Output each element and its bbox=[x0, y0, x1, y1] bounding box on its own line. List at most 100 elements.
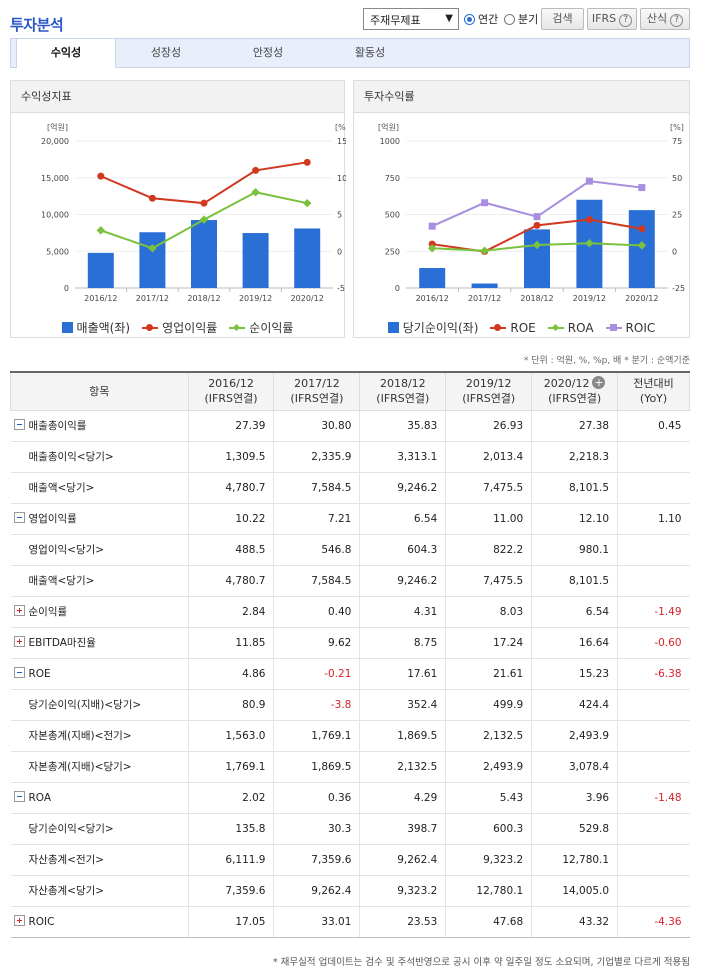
value-cell: 529.8 bbox=[531, 813, 618, 845]
header-period: 2020/12 + (IFRS연결) bbox=[531, 371, 619, 411]
value-cell: 2,335.9 bbox=[273, 441, 360, 473]
search-button[interactable]: 검색 bbox=[541, 8, 584, 30]
x-tick-label: 2016/12 bbox=[84, 294, 117, 303]
value-cell: 2,493.9 bbox=[531, 720, 618, 752]
line-point bbox=[585, 239, 594, 248]
table-row: 당기순이익(지배)<당기> 80.9 -3.8 352.4 499.9 424.4 bbox=[10, 689, 690, 721]
row-label-cell[interactable]: 매출총이익률 bbox=[10, 410, 189, 442]
tab-profitability[interactable]: 수익성 bbox=[16, 38, 116, 68]
row-label: EBITDA마진율 bbox=[28, 637, 96, 649]
value-cell: 1,869.5 bbox=[359, 720, 446, 752]
collapse-icon[interactable] bbox=[13, 791, 25, 802]
tab-stability[interactable]: 안정성 bbox=[252, 46, 284, 59]
top-bar: 투자분석 주재무제표 ▼ 연간 분기 검색 IFRS? 산식? bbox=[0, 0, 704, 40]
line-point bbox=[148, 244, 157, 253]
legend-item[interactable]: 영업이익률 bbox=[142, 319, 217, 336]
y-right-tick: 5 bbox=[337, 211, 342, 220]
y-left-tick: 500 bbox=[385, 211, 400, 220]
yoy-cell bbox=[617, 875, 690, 907]
y-left-tick: 1000 bbox=[380, 137, 400, 146]
collapse-icon[interactable] bbox=[13, 667, 25, 678]
help-icon: ? bbox=[670, 14, 684, 27]
value-cell: 546.8 bbox=[273, 534, 360, 566]
value-cell: 499.9 bbox=[445, 689, 532, 721]
chart-legend: 당기순이익(좌) ROE ROA ROIC bbox=[354, 319, 689, 336]
row-label-cell: 매출총이익<당기> bbox=[10, 441, 189, 473]
legend-item[interactable]: 순이익률 bbox=[229, 319, 293, 336]
statement-select[interactable]: 주재무제표 ▼ bbox=[363, 8, 459, 30]
header-period: 2019/12 (IFRS연결) bbox=[445, 371, 533, 411]
formula-label: 산식 bbox=[646, 12, 668, 25]
legend-item[interactable]: ROIC bbox=[605, 319, 655, 336]
x-tick-label: 2020/12 bbox=[625, 294, 658, 303]
x-tick-label: 2020/12 bbox=[291, 294, 324, 303]
radio-annual[interactable]: 연간 bbox=[464, 11, 498, 27]
table-row: 매출액<당기> 4,780.7 7,584.5 9,246.2 7,475.5 8,101… bbox=[10, 472, 690, 504]
x-tick-label: 2017/12 bbox=[136, 294, 169, 303]
value-cell: 1,869.5 bbox=[273, 751, 360, 783]
bar bbox=[139, 232, 166, 288]
row-label: 자본총계(지배)<당기> bbox=[28, 761, 132, 773]
legend-item[interactable]: 당기순이익(좌) bbox=[387, 319, 478, 336]
line-point bbox=[428, 222, 436, 230]
legend-swatch-icon bbox=[547, 323, 564, 333]
row-label: 영업이익률 bbox=[28, 513, 77, 525]
tab-activity[interactable]: 활동성 bbox=[354, 46, 386, 59]
ifrs-label: IFRS bbox=[591, 12, 617, 25]
row-label: 당기순이익<당기> bbox=[28, 823, 114, 835]
tab-growth[interactable]: 성장성 bbox=[150, 46, 182, 59]
period-label: 2016/12 bbox=[208, 377, 254, 391]
row-label: 매출액<당기> bbox=[28, 575, 95, 587]
expand-icon[interactable] bbox=[13, 915, 25, 926]
y-right-tick: 0 bbox=[672, 247, 677, 256]
ifrs-help-button[interactable]: IFRS? bbox=[587, 8, 637, 30]
value-cell: 14,005.0 bbox=[531, 875, 618, 907]
row-label-cell[interactable]: 순이익률 bbox=[10, 596, 189, 628]
y-left-tick: 0 bbox=[395, 284, 400, 293]
expand-icon[interactable] bbox=[13, 605, 25, 616]
collapse-icon[interactable] bbox=[13, 419, 25, 430]
value-cell: 604.3 bbox=[359, 534, 446, 566]
collapse-icon[interactable] bbox=[13, 512, 25, 523]
period-label: 2019/12 bbox=[465, 377, 512, 391]
line-point bbox=[199, 215, 209, 224]
row-label-cell[interactable]: ROA bbox=[10, 782, 189, 814]
value-cell: 12,780.1 bbox=[445, 875, 532, 907]
legend-item[interactable]: ROA bbox=[547, 319, 594, 336]
profitability-chart: [억원] [%] 20,000 15 15,000 10 10,000 5 5,000 0 0 -5 2… bbox=[41, 122, 346, 303]
radio-quarter[interactable]: 분기 bbox=[504, 11, 538, 27]
row-label-cell[interactable]: EBITDA마진율 bbox=[10, 627, 189, 659]
yoy-cell bbox=[617, 534, 690, 566]
y-right-tick: 75 bbox=[672, 137, 682, 146]
value-cell: 9,262.4 bbox=[359, 844, 446, 876]
legend-item[interactable]: 매출액(좌) bbox=[61, 319, 130, 336]
value-cell: 17.61 bbox=[359, 658, 446, 690]
bar bbox=[294, 228, 321, 288]
value-cell: 8,101.5 bbox=[531, 472, 618, 504]
value-cell: 6,111.9 bbox=[187, 844, 274, 876]
row-label: ROE bbox=[28, 668, 51, 680]
value-cell: 15.23 bbox=[531, 658, 618, 690]
yoy-cell bbox=[617, 689, 690, 721]
legend-item[interactable]: ROE bbox=[490, 319, 536, 336]
header-period: 2018/12 (IFRS연결) bbox=[359, 371, 447, 411]
value-cell: 3.96 bbox=[531, 782, 618, 814]
y-left-tick: 0 bbox=[64, 284, 69, 293]
value-cell: 30.80 bbox=[273, 410, 360, 442]
y-right-tick: -5 bbox=[337, 284, 345, 293]
expand-icon[interactable] bbox=[13, 636, 25, 647]
formula-help-button[interactable]: 산식? bbox=[640, 8, 690, 30]
y-left-tick: 750 bbox=[385, 174, 400, 183]
line-point bbox=[585, 177, 593, 185]
table-header-row: 항목 2016/12 (IFRS연결) 2017/12 (IFRS연결) 2018/… bbox=[10, 371, 690, 411]
yoy-cell: 1.10 bbox=[617, 503, 690, 535]
value-cell: 352.4 bbox=[359, 689, 446, 721]
analysis-tabs: 수익성 성장성 안정성 활동성 bbox=[10, 38, 690, 68]
value-cell: 2,493.9 bbox=[445, 751, 532, 783]
row-label-cell[interactable]: ROE bbox=[10, 658, 189, 690]
add-column-icon[interactable]: + bbox=[592, 376, 606, 390]
value-cell: -0.21 bbox=[273, 658, 360, 690]
y-right-tick: 50 bbox=[672, 174, 682, 183]
row-label-cell[interactable]: ROIC bbox=[10, 906, 189, 938]
row-label-cell[interactable]: 영업이익률 bbox=[10, 503, 189, 535]
